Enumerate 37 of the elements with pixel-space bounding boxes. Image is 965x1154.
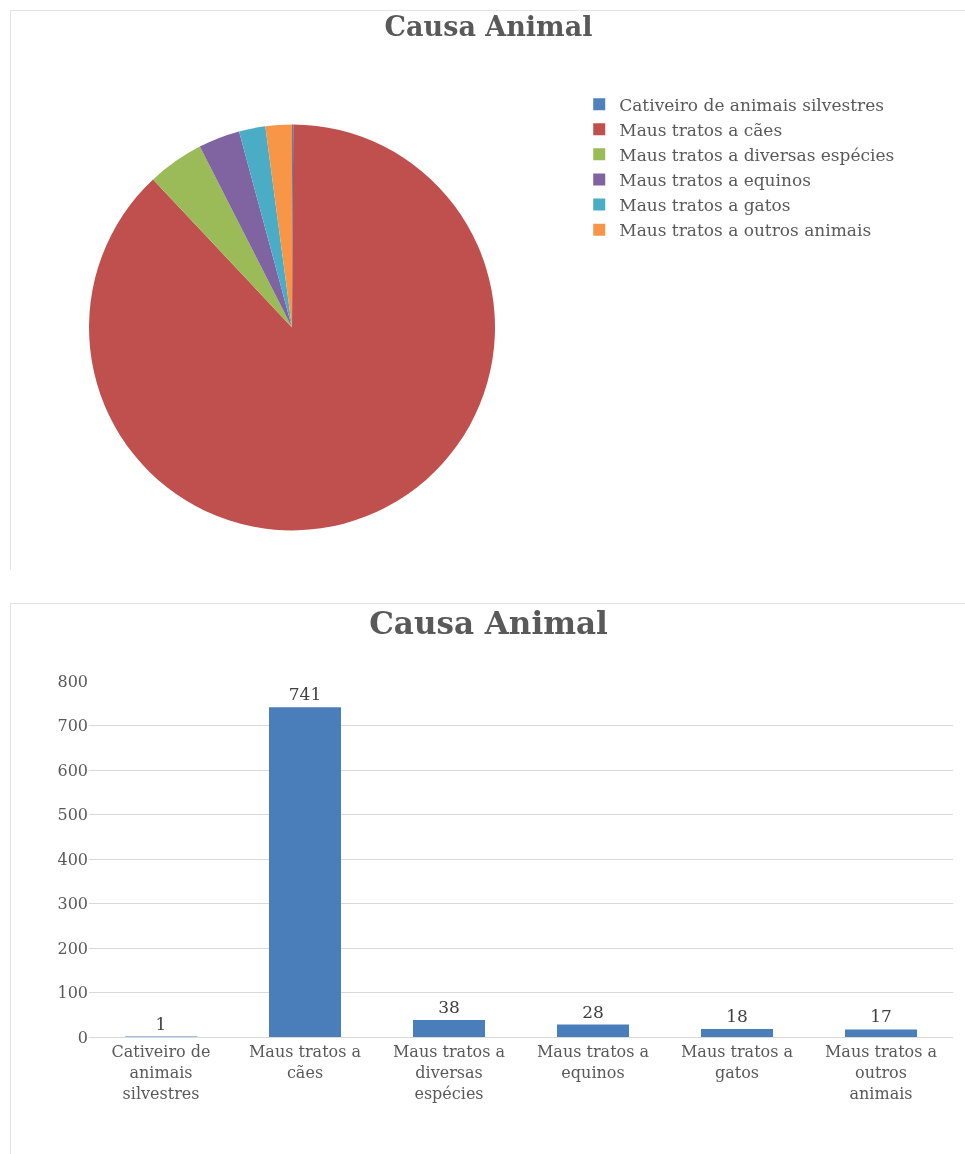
legend-label: Maus tratos a gatos xyxy=(619,195,791,216)
data-label: 741 xyxy=(288,684,322,705)
data-label: 17 xyxy=(870,1006,892,1027)
data-label: 1 xyxy=(155,1013,167,1034)
legend-label: Maus tratos a cães xyxy=(619,119,783,140)
y-tick-label: 0 xyxy=(77,1027,88,1047)
y-tick-label: 300 xyxy=(57,894,88,914)
legend-label: Maus tratos a diversas espécies xyxy=(619,144,895,165)
bar xyxy=(557,1024,629,1037)
chart-title: Causa Animal xyxy=(384,10,593,42)
y-tick-label: 700 xyxy=(57,716,88,736)
x-tick-label: Maus tratos a cães xyxy=(248,1042,362,1082)
bar xyxy=(269,707,341,1037)
legend-label: Maus tratos a equinos xyxy=(619,170,811,191)
data-label: 28 xyxy=(582,1001,604,1022)
y-tick-label: 400 xyxy=(57,849,88,869)
x-tick-label: Maus tratos a outros animais xyxy=(824,1042,938,1103)
bar xyxy=(701,1028,773,1037)
data-label: 18 xyxy=(726,1005,748,1026)
y-tick-label: 500 xyxy=(57,805,88,825)
legend-label: Cativeiro de animais silvestres xyxy=(619,94,884,115)
y-tick-label: 200 xyxy=(57,938,88,958)
x-tick-label: Maus tratos a gatos xyxy=(680,1042,794,1082)
y-tick-label: 600 xyxy=(57,760,88,780)
bar xyxy=(845,1029,917,1037)
chart-title: Causa Animal xyxy=(369,604,608,641)
pie-slice xyxy=(239,126,293,328)
bar xyxy=(413,1020,485,1037)
y-tick-label: 800 xyxy=(57,671,88,691)
x-tick-label: Maus tratos a diversas espécies xyxy=(392,1042,506,1103)
pie-slice xyxy=(89,124,495,531)
y-tick-label: 100 xyxy=(57,983,88,1003)
x-tick-label: Cativeiro de animais silvestres xyxy=(111,1042,211,1103)
x-tick-label: Maus tratos a equinos xyxy=(536,1042,650,1082)
data-label: 38 xyxy=(438,997,460,1018)
pie-slice xyxy=(153,146,293,328)
legend-label: Maus tratos a outros animais xyxy=(619,220,872,241)
